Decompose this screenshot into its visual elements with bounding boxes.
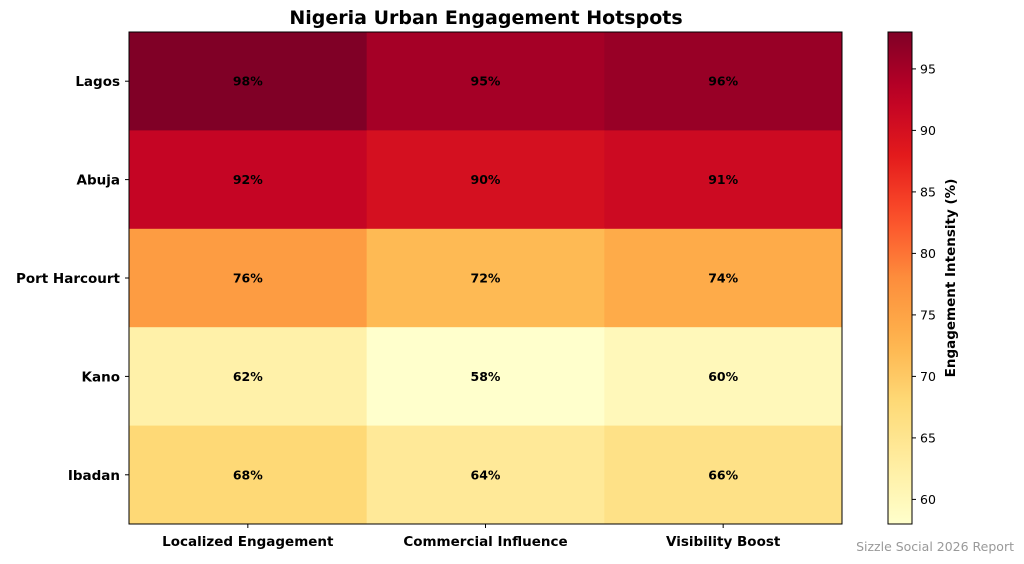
cell-value-label: 98% xyxy=(233,74,263,89)
colorbar-label: Engagement Intensity (%) xyxy=(943,179,959,378)
cell-value-label: 91% xyxy=(708,172,738,187)
heatmap-cell xyxy=(604,32,843,131)
cell-value-label: 96% xyxy=(708,74,738,89)
row-labels: Lagos Abuja Port Harcourt Kano Ibadan xyxy=(16,74,129,484)
colorbar-frame xyxy=(887,31,913,525)
cell-value-label: 60% xyxy=(708,369,738,384)
heatmap-cell xyxy=(129,130,368,230)
heatmap-cell xyxy=(366,228,605,328)
cell-value-label: 68% xyxy=(233,467,263,482)
cell-value-label: 90% xyxy=(471,172,501,187)
row-label: Ibadan xyxy=(68,468,120,484)
colorbar-ticks: 60 65 70 75 80 85 90 95 xyxy=(912,61,936,507)
colorbar-tick-label: 95 xyxy=(920,61,936,76)
column-label: Localized Engagement xyxy=(162,534,334,550)
column-label: Commercial Influence xyxy=(403,534,567,550)
colorbar-tick-label: 60 xyxy=(920,492,936,507)
column-labels: Localized Engagement Commercial Influence… xyxy=(162,524,781,550)
heatmap-cell xyxy=(604,228,843,328)
heatmap-cell xyxy=(129,425,368,525)
heatmap-cells: 98% 95% 96% 92% 90% 91% 76% 72% 74% 62% 58% 60% 68% 6… xyxy=(129,32,843,525)
heatmap-cell xyxy=(366,130,605,230)
colorbar-tick-label: 85 xyxy=(920,184,936,199)
colorbar-tick-label: 70 xyxy=(920,369,936,384)
colorbar: 60 65 70 75 80 85 90 95 Engagement Intensity (%… xyxy=(887,31,959,525)
heatmap-cell xyxy=(129,327,368,427)
heatmap-cell xyxy=(366,327,605,427)
cell-value-label: 95% xyxy=(471,74,501,89)
cell-value-label: 74% xyxy=(708,271,738,286)
cell-value-label: 58% xyxy=(471,369,501,384)
row-label: Lagos xyxy=(75,74,120,90)
colorbar-tick-label: 65 xyxy=(920,430,936,445)
column-label: Visibility Boost xyxy=(666,534,781,550)
cell-value-label: 66% xyxy=(708,467,738,482)
heatmap-cell xyxy=(129,32,368,131)
source-note: Sizzle Social 2026 Report xyxy=(856,539,1014,554)
cell-value-label: 92% xyxy=(233,172,263,187)
row-label: Kano xyxy=(82,369,120,385)
chart-title: Nigeria Urban Engagement Hotspots xyxy=(289,7,682,29)
colorbar-tick-label: 80 xyxy=(920,246,936,261)
colorbar-gradient xyxy=(888,32,912,524)
cell-value-label: 72% xyxy=(471,271,501,286)
row-label: Abuja xyxy=(77,173,120,189)
heatmap-cell xyxy=(604,327,843,427)
row-label: Port Harcourt xyxy=(16,271,121,287)
cell-value-label: 64% xyxy=(471,467,501,482)
heatmap-cell xyxy=(604,425,843,525)
heatmap-cell xyxy=(366,425,605,525)
heatmap-cell xyxy=(366,32,605,131)
colorbar-tick-label: 75 xyxy=(920,307,936,322)
cell-value-label: 62% xyxy=(233,369,263,384)
colorbar-tick-label: 90 xyxy=(920,123,936,138)
cell-value-label: 76% xyxy=(233,271,263,286)
heatmap-cell xyxy=(129,228,368,328)
heatmap-cell xyxy=(604,130,843,230)
